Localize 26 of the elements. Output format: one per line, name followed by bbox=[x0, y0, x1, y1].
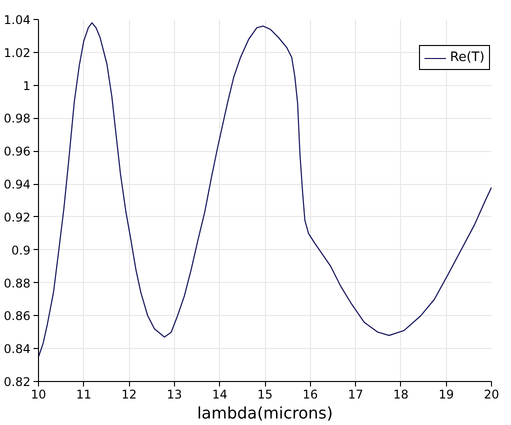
x-tick-label: 18 bbox=[393, 388, 409, 402]
y-tick-label: 0.96 bbox=[4, 144, 30, 159]
x-tick-label: 13 bbox=[166, 388, 182, 402]
y-tick-label: 0.9 bbox=[11, 243, 31, 258]
y-tick-label: 1.04 bbox=[4, 13, 30, 27]
x-tick-label: 16 bbox=[302, 388, 318, 402]
y-tick-label: 0.84 bbox=[4, 342, 30, 356]
legend-label: Re(T) bbox=[450, 50, 485, 65]
x-tick-label: 10 bbox=[30, 388, 46, 402]
y-tick-label: 1.02 bbox=[4, 46, 30, 60]
x-tick-label: 19 bbox=[438, 388, 454, 402]
y-tick-label: 0.98 bbox=[4, 112, 30, 126]
y-tick-label: 1 bbox=[22, 78, 31, 93]
line-series bbox=[38, 22, 492, 358]
x-tick-label: 11 bbox=[76, 388, 92, 402]
y-tick-label: 0.86 bbox=[4, 309, 30, 324]
x-tick-label: 20 bbox=[484, 388, 500, 402]
x-tick-label: 12 bbox=[121, 388, 137, 402]
y-tick-label: 0.88 bbox=[4, 276, 30, 290]
x-axis-title: lambda(microns) bbox=[197, 404, 333, 422]
y-tick-label: 0.92 bbox=[4, 210, 30, 224]
x-tick-label: 14 bbox=[212, 388, 228, 402]
x-tick-label: 17 bbox=[348, 388, 364, 402]
y-tick-label: 0.94 bbox=[4, 178, 30, 192]
x-tick-label: 15 bbox=[257, 388, 273, 402]
y-tick-label: 0.82 bbox=[4, 375, 30, 389]
